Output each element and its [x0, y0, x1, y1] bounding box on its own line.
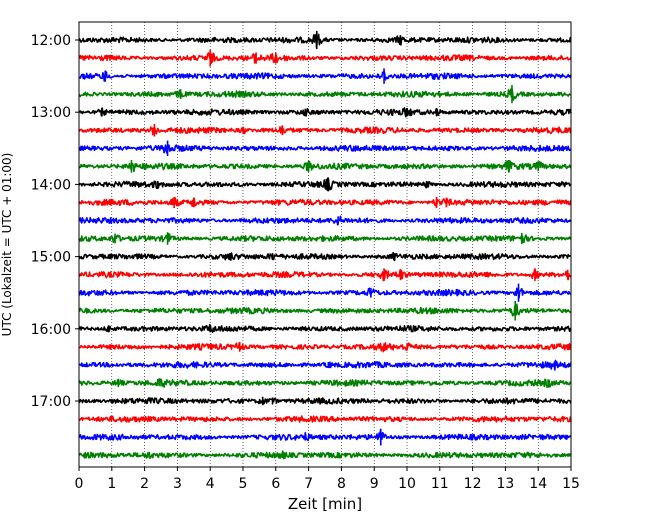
- x-tick-label: 14: [529, 476, 547, 492]
- trace-1715: [78, 415, 572, 423]
- trace-1415: [78, 197, 572, 208]
- trace-1330: [78, 144, 572, 154]
- trace-1545: [78, 303, 572, 317]
- y-tick-label: 15:00: [31, 250, 71, 266]
- y-tick-label: 14:00: [31, 177, 71, 193]
- x-tick-label: 9: [370, 476, 379, 492]
- trace-1445: [78, 232, 572, 244]
- trace-1615: [78, 342, 572, 353]
- trace-1215: [78, 50, 572, 65]
- trace-1400: [78, 177, 572, 191]
- trace-1300: [78, 107, 572, 118]
- y-tick-label: 13:00: [31, 105, 71, 121]
- x-axis-label: Zeit [min]: [288, 495, 362, 513]
- trace-1530: [78, 287, 572, 299]
- y-tick-label: 17:00: [31, 394, 71, 410]
- trace-1345: [78, 160, 572, 173]
- seismogram-traces: [78, 30, 572, 460]
- trace-1600: [78, 324, 572, 333]
- trace-1745: [78, 450, 572, 460]
- trace-1315: [78, 125, 572, 136]
- trace-1245: [78, 87, 572, 101]
- x-tick-label: 3: [173, 476, 182, 492]
- x-tick-label: 11: [431, 476, 449, 492]
- x-tick-label: 15: [562, 476, 580, 492]
- y-tick-label: 16:00: [31, 322, 71, 338]
- trace-1730: [78, 429, 572, 442]
- y-tick-label: 12:00: [31, 33, 71, 49]
- x-tick-label: 12: [464, 476, 482, 492]
- trace-1200: [78, 33, 572, 49]
- x-tick-label: 10: [398, 476, 416, 492]
- x-tick-label: 0: [75, 476, 84, 492]
- y-axis-label: UTC (Lokalzeit = UTC + 01:00): [0, 153, 14, 337]
- x-tick-label: 8: [337, 476, 346, 492]
- x-tick-label: 2: [140, 476, 149, 492]
- x-tick-label: 4: [206, 476, 215, 492]
- trace-1700: [78, 397, 572, 405]
- y-axis-ticks: 12:00 13:00 14:00 15:00 16:00 17:00: [31, 33, 79, 410]
- x-axis-ticks: 0 1 2 3 4 5 6 7 8 9 10 11 12 13 14 15: [75, 467, 580, 492]
- x-tick-label: 6: [271, 476, 280, 492]
- x-tick-label: 7: [304, 476, 313, 492]
- trace-1630: [78, 359, 572, 371]
- trace-1645: [78, 378, 572, 389]
- trace-1430: [78, 215, 572, 226]
- trace-1230: [78, 70, 572, 82]
- x-tick-label: 5: [239, 476, 248, 492]
- trace-1515: [78, 269, 572, 282]
- x-tick-label: 13: [496, 476, 514, 492]
- plot-frame: [78, 21, 572, 468]
- trace-1500: [78, 251, 572, 262]
- x-tick-label: 1: [107, 476, 116, 492]
